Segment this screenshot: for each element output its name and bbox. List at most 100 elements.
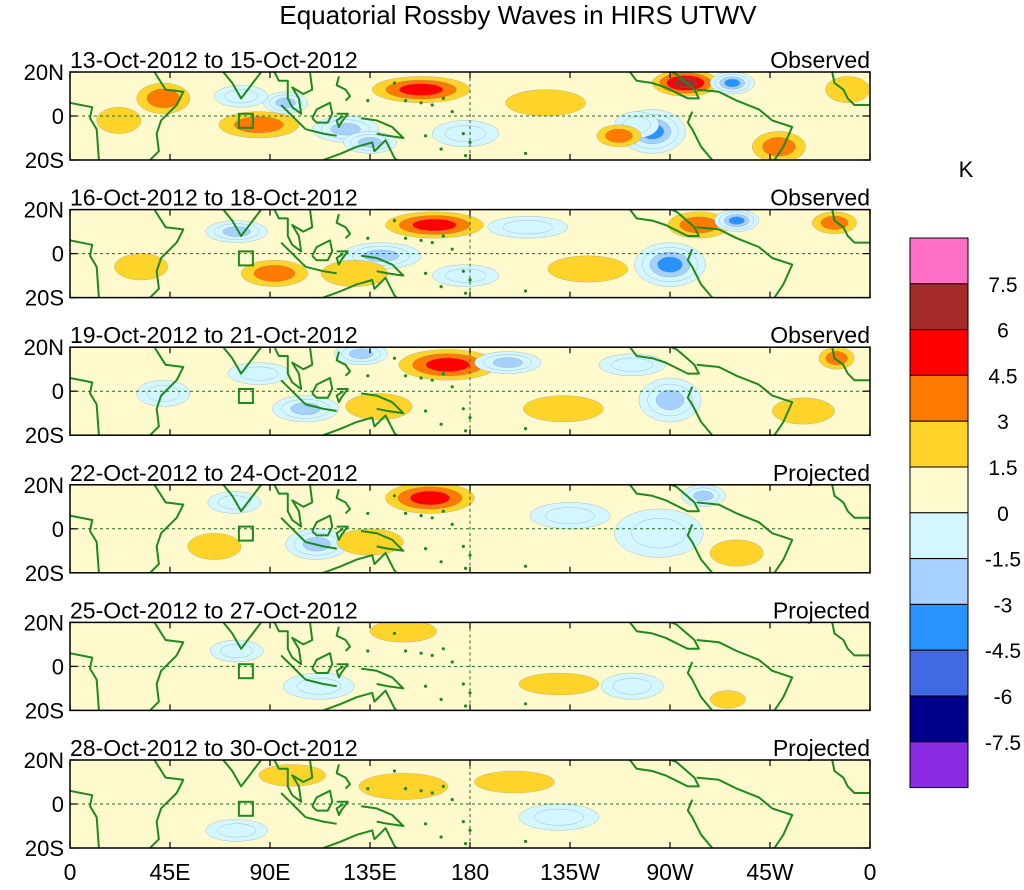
island (450, 798, 454, 802)
lon-tick-label: 45W (746, 859, 794, 885)
lat-tick-label: 20N (24, 335, 64, 360)
reference-box (237, 800, 254, 817)
anomaly-contour (523, 395, 604, 423)
coastline (335, 626, 351, 652)
anomaly-contour (534, 808, 584, 826)
lat-tick-label: 20S (25, 836, 64, 861)
coastline (360, 392, 405, 415)
lat-tick-label: 20N (24, 748, 64, 773)
anomaly-contour (444, 268, 487, 283)
island (461, 407, 465, 411)
panel-status: Projected (773, 735, 870, 761)
island (366, 374, 370, 378)
coastline (335, 800, 349, 816)
coastline (322, 139, 398, 160)
lat-tick-label: 20S (25, 698, 64, 723)
island (419, 376, 423, 380)
island (439, 147, 443, 151)
coastline (322, 414, 398, 436)
anomaly-contour (612, 677, 652, 695)
panel-date-range: 25-Oct-2012 to 27-Oct-2012 (70, 597, 358, 623)
island (463, 291, 468, 295)
anomaly-contour (349, 348, 374, 359)
coastline (149, 209, 185, 298)
lon-tick-label: 0 (64, 859, 77, 885)
coastline (222, 72, 262, 100)
anomaly-contour (369, 622, 437, 643)
island (441, 647, 445, 651)
island (461, 269, 465, 273)
coastline (696, 88, 794, 160)
coastline (360, 667, 405, 690)
anomaly-contour (220, 644, 254, 658)
panel-date-range: 19-Oct-2012 to 21-Oct-2012 (70, 322, 358, 348)
lat-tick-label: 0 (52, 242, 64, 267)
coastline (280, 379, 307, 406)
reference-box (237, 250, 254, 267)
island (439, 697, 443, 702)
lat-tick-label: 20N (24, 198, 64, 223)
coastline (335, 663, 349, 679)
island (403, 236, 408, 240)
island (430, 791, 434, 795)
island (423, 822, 428, 826)
anomaly-contour (693, 490, 714, 501)
coastline (696, 639, 794, 711)
island (463, 704, 468, 708)
lat-tick-label: 0 (52, 517, 64, 542)
panel: 20N 0 20S 19-Oct-2012 to 21-Oct-2012 Observe… (24, 322, 871, 448)
coastlines (70, 484, 870, 573)
anomaly-field (205, 764, 600, 842)
island (403, 787, 408, 791)
coastline (686, 111, 713, 160)
panel: 20N 0 20S 22-Oct-2012 to 24-Oct-2012 Project… (24, 460, 871, 586)
anomaly-contour (772, 397, 835, 425)
island (450, 110, 454, 114)
island (450, 247, 454, 251)
coastline (149, 72, 185, 160)
coastline (222, 347, 262, 375)
island (463, 842, 468, 846)
anomaly-contour (399, 83, 444, 96)
colorbar-level-label: -4.5 (985, 640, 1021, 663)
colorbar-level-label: -7.5 (985, 732, 1021, 755)
colorbar-level-label: 1.5 (988, 457, 1017, 480)
anomaly-field (209, 622, 746, 709)
panel-date-range: 28-Oct-2012 to 30-Oct-2012 (70, 735, 358, 761)
island (419, 651, 423, 655)
colorbar-swatch (909, 237, 969, 285)
island (392, 356, 397, 360)
island (430, 653, 434, 658)
coastline (149, 760, 185, 848)
coastline (322, 827, 398, 848)
coastlines (70, 622, 870, 711)
coastline (280, 517, 307, 543)
coastline (322, 276, 398, 298)
island (403, 649, 408, 653)
island (419, 101, 423, 105)
island (430, 378, 434, 382)
lat-tick-label: 20S (25, 286, 64, 311)
colorbar-swatch (909, 420, 969, 468)
coastline (360, 530, 405, 552)
anomaly-contour (239, 366, 279, 381)
coastlines (70, 72, 870, 160)
anomaly-contour (631, 518, 687, 549)
panel-date-range: 16-Oct-2012 to 18-Oct-2012 (70, 185, 358, 211)
anomaly-contour (502, 220, 553, 235)
lat-tick-label: 20S (25, 148, 64, 173)
lon-tick-label: 90E (250, 859, 291, 885)
coastline (222, 484, 262, 513)
coastline (311, 239, 334, 262)
island (366, 511, 370, 515)
coastline (305, 816, 337, 825)
island (461, 544, 465, 549)
coastline (686, 799, 713, 848)
lon-tick-label: 180 (451, 859, 489, 885)
panel-status: Observed (770, 322, 870, 348)
colorbar-swatch (909, 374, 969, 422)
anomaly-contour (605, 128, 633, 143)
anomaly-contour (474, 770, 555, 794)
colorbar-level-label: -1.5 (985, 549, 1021, 572)
